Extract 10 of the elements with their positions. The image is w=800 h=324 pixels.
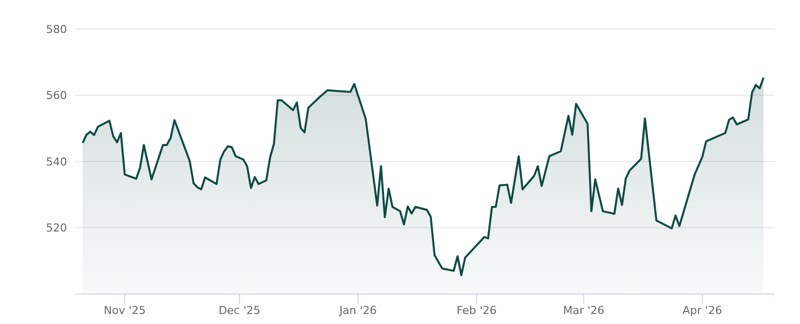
x-tick-label: Feb '26 bbox=[456, 304, 497, 317]
y-tick-label: 560 bbox=[46, 89, 67, 102]
y-tick-label: 520 bbox=[46, 222, 67, 235]
x-tick-label: Apr '26 bbox=[682, 304, 722, 317]
y-tick-label: 580 bbox=[46, 22, 67, 36]
x-tick-label: Nov '25 bbox=[104, 304, 146, 317]
x-tick-label: Jan '26 bbox=[338, 304, 377, 317]
x-tick-label: Mar '26 bbox=[563, 304, 604, 317]
y-tick-label: 540 bbox=[46, 155, 67, 168]
x-tick-label: Dec '25 bbox=[218, 304, 260, 317]
